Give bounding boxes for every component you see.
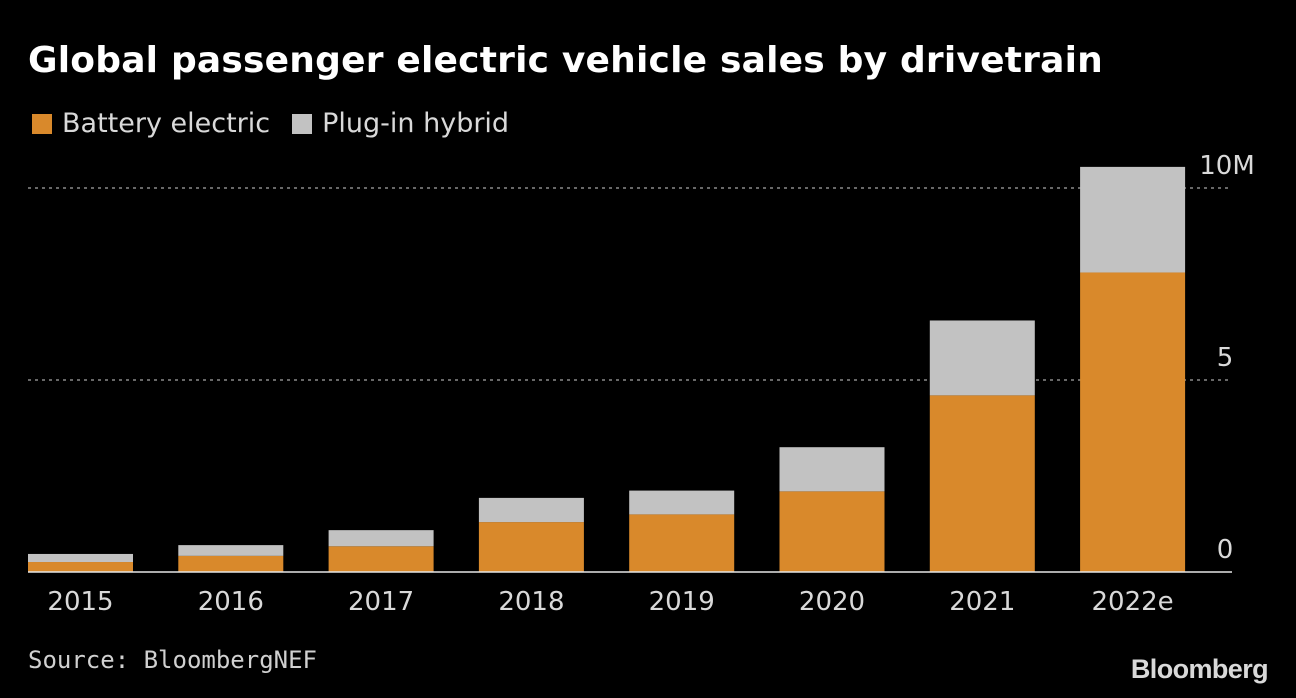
legend-swatch-plug-in-hybrid: [292, 113, 313, 134]
bar-battery-electric: [178, 555, 284, 572]
bar-plug-in-hybrid: [1080, 166, 1186, 273]
y-tick-label: 0: [1217, 535, 1234, 565]
legend-item-battery-electric: Battery electric: [32, 108, 270, 139]
bar-battery-electric: [478, 522, 584, 572]
bar-battery-electric: [28, 562, 133, 572]
chart-title: Global passenger electric vehicle sales …: [28, 40, 1103, 81]
legend-label-battery-electric: Battery electric: [62, 108, 271, 139]
bar-plug-in-hybrid: [478, 497, 584, 523]
x-tick-label: 2019: [649, 587, 715, 617]
x-tick-label: 2022e: [1092, 587, 1174, 617]
x-tick-label: 2021: [949, 587, 1015, 617]
bar-plug-in-hybrid: [28, 553, 133, 563]
bar-battery-electric: [629, 514, 735, 572]
bar-plug-in-hybrid: [929, 320, 1035, 396]
bar-plug-in-hybrid: [629, 490, 735, 515]
x-tick-label: 2015: [47, 587, 113, 617]
bar-plug-in-hybrid: [328, 530, 434, 547]
x-tick-label: 2016: [198, 587, 264, 617]
legend-label-plug-in-hybrid: Plug-in hybrid: [322, 108, 510, 139]
x-tick-label: 2018: [498, 587, 564, 617]
x-tick-label: 2020: [799, 587, 865, 617]
legend: Battery electric Plug-in hybrid: [32, 108, 531, 139]
bar-plug-in-hybrid: [178, 545, 284, 556]
bar-battery-electric: [328, 546, 434, 572]
y-tick-label: 5: [1217, 343, 1234, 373]
legend-item-plug-in-hybrid: Plug-in hybrid: [292, 108, 509, 139]
bar-battery-electric: [1080, 272, 1186, 572]
y-tick-label: 10M: [1199, 151, 1255, 181]
x-tick-label: 2017: [348, 587, 414, 617]
source-note: Source: BloombergNEF: [28, 646, 317, 674]
legend-swatch-battery-electric: [32, 113, 52, 134]
bar-battery-electric: [929, 395, 1035, 572]
bar-battery-electric: [779, 491, 885, 572]
bar-plug-in-hybrid: [779, 447, 885, 492]
bloomberg-logo: Bloomberg: [1130, 654, 1269, 684]
